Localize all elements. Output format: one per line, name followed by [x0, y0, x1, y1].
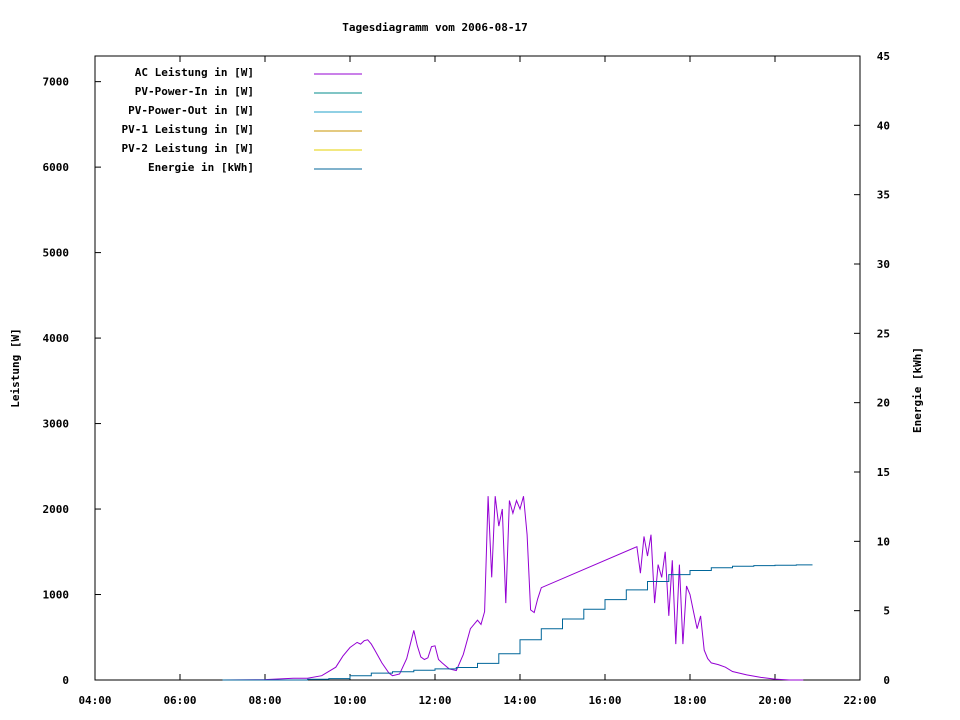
y2-tick-label: 30	[877, 258, 890, 271]
y-tick-label: 2000	[43, 503, 70, 516]
x-tick-label: 18:00	[673, 694, 706, 707]
legend-entry-label: PV-Power-Out in [W]	[128, 104, 254, 117]
series-line-5	[222, 564, 813, 681]
y-axis-label: Leistung [W]	[9, 328, 22, 407]
y2-tick-label: 10	[877, 535, 890, 548]
y2-tick-label: 20	[877, 397, 890, 410]
x-tick-label: 12:00	[418, 694, 451, 707]
legend-entry-label: PV-2 Leistung in [W]	[122, 142, 254, 155]
x-tick-label: 20:00	[758, 694, 791, 707]
y2-axis-label: Energie [kWh]	[911, 347, 924, 433]
x-tick-label: 16:00	[588, 694, 621, 707]
x-tick-label: 04:00	[78, 694, 111, 707]
x-tick-label: 22:00	[843, 694, 876, 707]
x-tick-label: 10:00	[333, 694, 366, 707]
y2-tick-label: 40	[877, 119, 890, 132]
y2-tick-label: 35	[877, 189, 890, 202]
axis-ticks: 04:00 06:00 08:00 10:00 12:00 14:00 16:00 18:00…	[43, 50, 891, 707]
y-tick-label: 5000	[43, 247, 70, 260]
y-tick-label: 3000	[43, 418, 70, 431]
series-line-0	[222, 496, 804, 681]
series-layer	[222, 496, 813, 681]
y2-tick-label: 5	[883, 605, 890, 618]
y2-tick-label: 0	[883, 674, 890, 687]
legend-entry-label: PV-1 Leistung in [W]	[122, 123, 254, 136]
chart-title: Tagesdiagramm vom 2006-08-17	[342, 21, 527, 34]
x-tick-label: 06:00	[163, 694, 196, 707]
x-tick-label: 14:00	[503, 694, 536, 707]
y-tick-label: 1000	[43, 589, 70, 602]
y2-tick-label: 15	[877, 466, 890, 479]
legend-entry-label: AC Leistung in [W]	[135, 66, 254, 79]
y2-tick-label: 25	[877, 327, 890, 340]
y-tick-label: 0	[62, 674, 69, 687]
legend-entry-label: PV-Power-In in [W]	[135, 85, 254, 98]
plot-frame	[94, 55, 861, 681]
y2-tick-label: 45	[877, 50, 890, 63]
legend-entry-label: Energie in [kWh]	[148, 161, 254, 174]
x-tick-label: 08:00	[248, 694, 281, 707]
y-tick-label: 6000	[43, 161, 70, 174]
y-tick-label: 4000	[43, 332, 70, 345]
legend: AC Leistung in [W] PV-Power-In in [W] PV-P…	[122, 66, 362, 174]
y-tick-label: 7000	[43, 76, 70, 89]
